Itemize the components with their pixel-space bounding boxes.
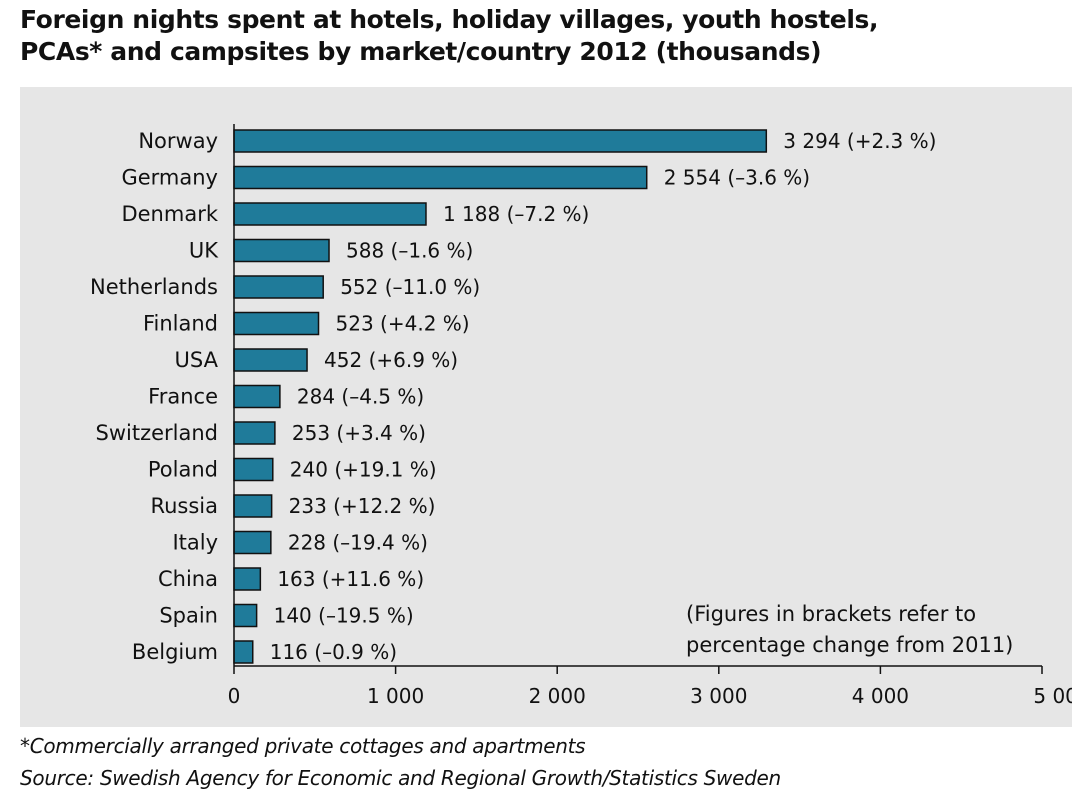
category-label-finland: Finland xyxy=(143,312,218,336)
bar-belgium xyxy=(233,640,254,664)
value-label-finland: 523 (+4.2 %) xyxy=(336,312,470,336)
x-tick-label: 1 000 xyxy=(367,684,424,708)
category-label-switzerland: Switzerland xyxy=(96,421,219,445)
category-label-netherlands: Netherlands xyxy=(90,275,218,299)
bar-poland xyxy=(233,457,274,482)
footnote-definition: *Commercially arranged private cottages … xyxy=(20,734,586,758)
x-tick-label: 0 xyxy=(228,684,241,708)
category-label-russia: Russia xyxy=(150,494,218,518)
value-label-italy: 228 (–19.4 %) xyxy=(288,531,428,555)
value-label-belgium: 116 (–0.9 %) xyxy=(270,640,397,664)
category-label-spain: Spain xyxy=(159,604,218,628)
chart-title-line-2: PCAs* and campsites by market/country 20… xyxy=(20,37,822,66)
x-tick-label: 4 000 xyxy=(852,684,909,708)
value-label-norway: 3 294 (+2.3 %) xyxy=(783,129,936,153)
bar-russia xyxy=(233,494,273,518)
value-label-france: 284 (–4.5 %) xyxy=(297,385,424,409)
plot-background xyxy=(20,87,1072,727)
category-label-china: China xyxy=(158,567,218,591)
bar-denmark xyxy=(233,202,427,226)
bracket-note-line-1: (Figures in brackets refer to xyxy=(686,602,976,626)
bar-germany xyxy=(233,165,648,190)
axes xyxy=(233,124,1043,674)
value-label-germany: 2 554 (–3.6 %) xyxy=(664,166,810,190)
bar-switzerland xyxy=(233,421,276,445)
bar-norway xyxy=(233,129,768,153)
value-label-switzerland: 253 (+3.4 %) xyxy=(292,421,426,445)
bar-netherlands xyxy=(233,275,324,299)
category-label-germany: Germany xyxy=(121,166,218,190)
value-label-poland: 240 (+19.1 %) xyxy=(290,458,437,482)
value-label-spain: 140 (–19.5 %) xyxy=(274,604,414,628)
bar-chart: Norway Germany Denmark UK Netherlands Finland… xyxy=(20,87,1072,727)
category-labels: Norway Germany Denmark UK Netherlands Finland… xyxy=(90,129,219,664)
value-labels: 3 294 (+2.3 %) 2 554 (–3.6 %) 1 188 (–7.2 … xyxy=(270,129,937,664)
value-label-usa: 452 (+6.9 %) xyxy=(324,348,458,372)
value-label-denmark: 1 188 (–7.2 %) xyxy=(443,202,589,226)
bar-uk xyxy=(233,238,330,263)
category-label-italy: Italy xyxy=(172,531,218,555)
x-tick-label: 3 000 xyxy=(690,684,747,708)
category-label-uk: UK xyxy=(189,239,219,263)
category-label-denmark: Denmark xyxy=(121,202,218,226)
bar-usa xyxy=(233,348,308,372)
category-label-usa: USA xyxy=(175,348,219,372)
category-label-belgium: Belgium xyxy=(132,640,218,664)
value-label-russia: 233 (+12.2 %) xyxy=(289,494,436,518)
bar-spain xyxy=(233,603,258,628)
bar-finland xyxy=(233,311,320,336)
category-label-france: France xyxy=(148,385,218,409)
bracket-note-line-2: percentage change from 2011) xyxy=(686,633,1013,657)
bar-italy xyxy=(233,530,272,555)
bar-france xyxy=(233,384,281,409)
chart-title: Foreign nights spent at hotels, holiday … xyxy=(20,4,1070,68)
value-label-china: 163 (+11.6 %) xyxy=(277,567,424,591)
category-label-poland: Poland xyxy=(148,458,218,482)
x-tick-label: 2 000 xyxy=(529,684,586,708)
source-note: Source: Swedish Agency for Economic and … xyxy=(20,766,781,790)
x-tick-label: 5 000 xyxy=(1033,684,1072,708)
chart-title-line-1: Foreign nights spent at hotels, holiday … xyxy=(20,5,879,34)
bar-china xyxy=(233,567,262,591)
chart-panel: Norway Germany Denmark UK Netherlands Finland… xyxy=(20,87,1072,727)
category-label-norway: Norway xyxy=(138,129,218,153)
value-label-uk: 588 (–1.6 %) xyxy=(346,239,473,263)
x-tick-labels: 0 1 000 2 000 3 000 4 000 5 000 xyxy=(228,684,1072,708)
bracket-note: (Figures in brackets refer to percentage … xyxy=(686,602,1013,657)
value-label-netherlands: 552 (–11.0 %) xyxy=(340,275,480,299)
